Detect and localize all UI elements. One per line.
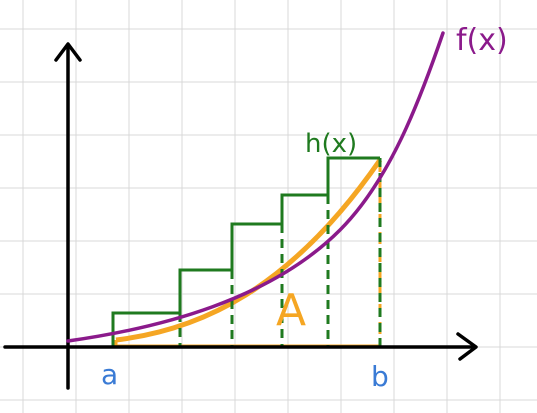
- x-axis-arrowhead: [456, 332, 478, 361]
- step-outline: [111, 156, 380, 347]
- f-curve: [66, 31, 445, 343]
- b-label: b: [371, 360, 389, 393]
- h-steps-label: h(x): [305, 129, 357, 159]
- step-function: [111, 156, 382, 347]
- y-axis-arrowhead: [54, 42, 82, 62]
- a-label: a: [101, 358, 118, 391]
- axes: [3, 42, 478, 390]
- f-curve-label: f(x): [456, 23, 508, 58]
- area-label: A: [276, 285, 306, 336]
